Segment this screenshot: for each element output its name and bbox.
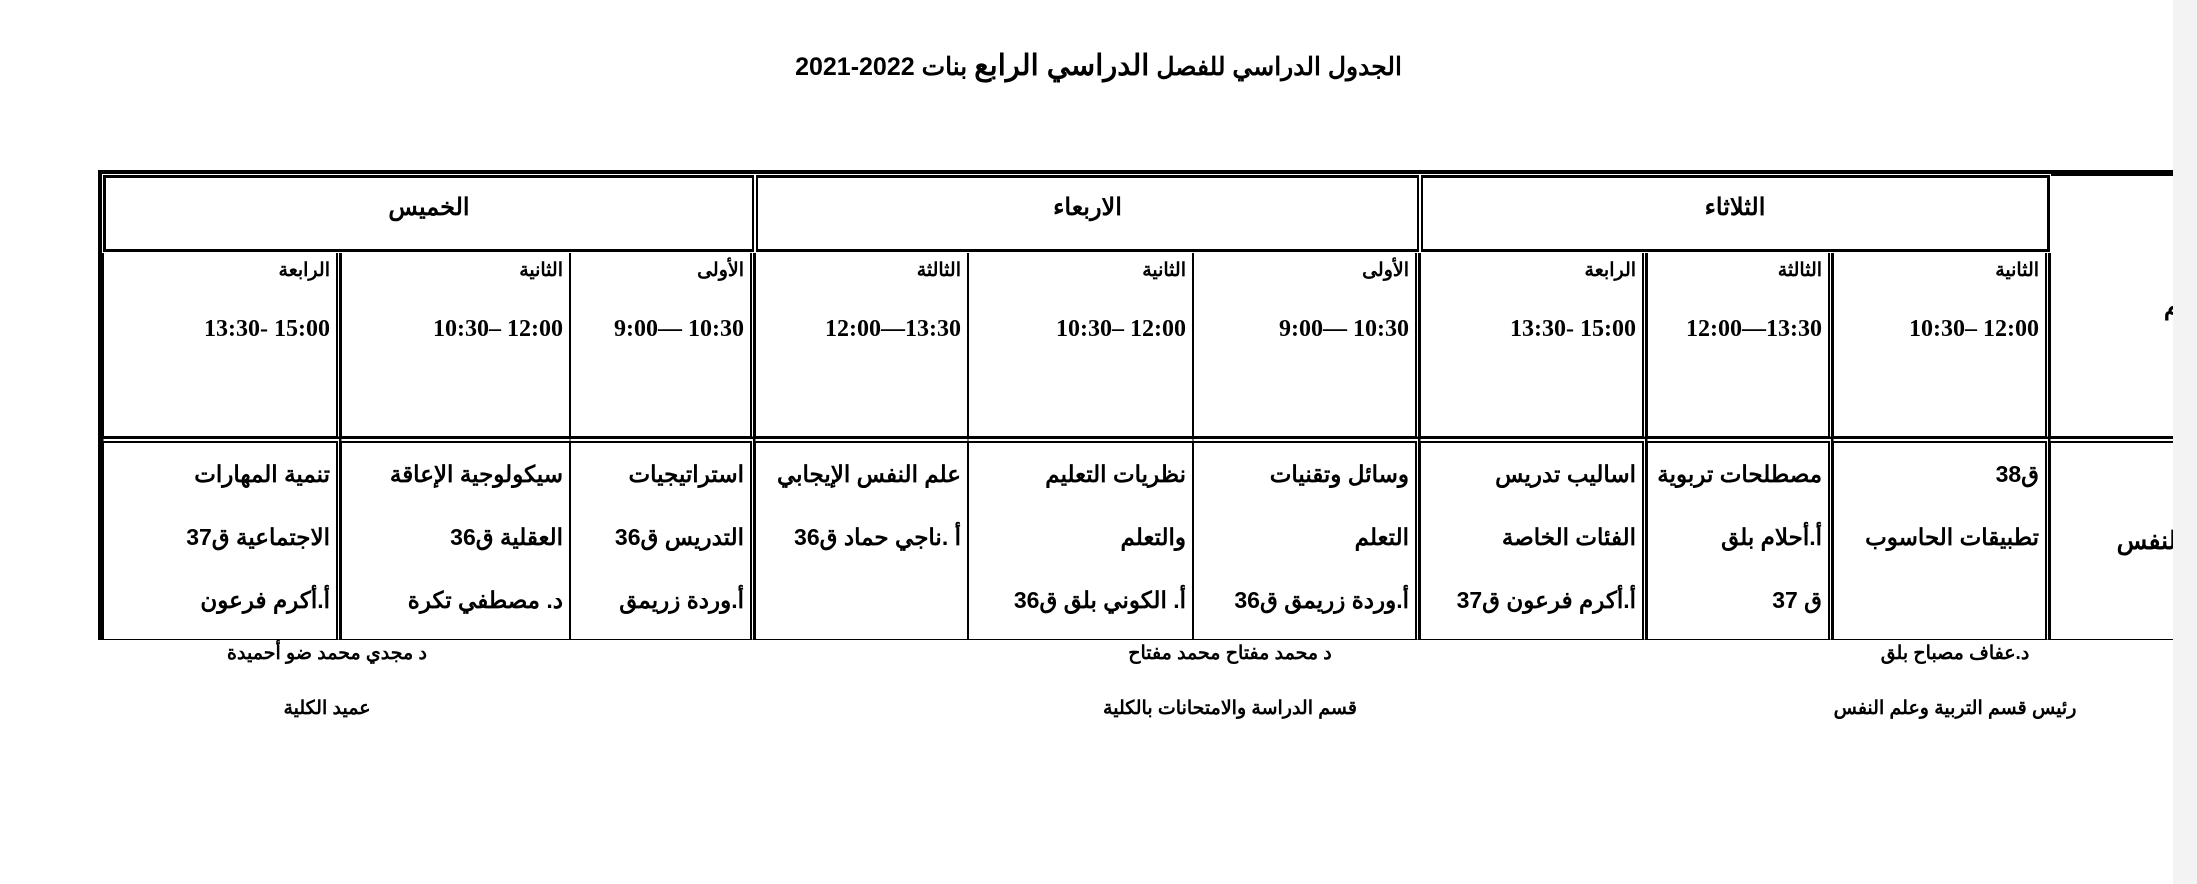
- cell-text: استراتيجيات: [628, 461, 744, 487]
- cell-text: ق 37: [1772, 587, 1823, 613]
- day-header-row: القسم الثلاثاء الاربعاء الخميس: [102, 174, 2173, 437]
- period-cell: الثالثة 12:00—13:30: [1647, 252, 1834, 437]
- cell-text: نظريات التعليم: [1045, 461, 1186, 487]
- day-header-wednesday: الاربعاء: [754, 174, 1421, 253]
- cell-text: 9:00— 10:30: [614, 316, 744, 342]
- course-cell: تنمية المهارات الاجتماعية ق37 أ.أكرم فرعون: [103, 437, 341, 640]
- signature-role-dean: عميد الكلية: [283, 698, 371, 719]
- cell-text: د. مصطفي تكرة: [407, 587, 563, 613]
- cell-text: الأولى: [697, 260, 744, 281]
- cell-text: الثانية: [1995, 260, 2040, 281]
- cell-text: الاجتماعية ق37: [186, 524, 330, 550]
- cell-text: تطبيقات الحاسوب: [1865, 524, 2040, 550]
- day-header-thursday: الخميس: [102, 174, 756, 253]
- cell-text: 13:30- 15:00: [1510, 316, 1637, 342]
- cell-text: علم النفس الإيجابي: [776, 461, 961, 487]
- cell-text: 9:00— 10:30: [1279, 316, 1409, 342]
- period-cell: الأولى 9:00— 10:30: [1193, 252, 1420, 437]
- title-part-3: بنات 2022-2021: [795, 53, 968, 81]
- period-cell: الرابعة 13:30- 15:00: [103, 252, 341, 437]
- signature-role-exams: قسم الدراسة والامتحانات بالكلية: [1103, 698, 1357, 719]
- period-cell: الثالثة 12:00—13:30: [755, 252, 968, 437]
- cell-text: أ.أكرم فرعون ق37: [1456, 587, 1637, 613]
- cell-text: الفئات الخاصة: [1501, 524, 1637, 550]
- cell-text: أ.أحلام بلق: [1721, 524, 1823, 550]
- schedule-table-wrapper: القسم الثلاثاء الاربعاء الخميس الثانية 10…: [98, 170, 2173, 640]
- period-cell: الرابعة 13:30- 15:00: [1420, 252, 1648, 437]
- side-scroll-strip[interactable]: [2173, 0, 2197, 884]
- cell-text: 10:30– 12:00: [1909, 316, 2040, 342]
- cell-text: الثالثة: [1777, 260, 1823, 281]
- signature-role-department-head: رئيس قسم التربية وعلم النفس: [1833, 698, 2077, 719]
- cell-text: اساليب تدريس: [1495, 461, 1637, 487]
- cell-text: تنمية المهارات: [194, 461, 330, 487]
- signature-name-dean: د مجدي محمد ضو أحميدة: [227, 643, 427, 664]
- cell-text: أ.أكرم فرعون: [200, 587, 330, 613]
- cell-text: 12:00—13:30: [1686, 316, 1823, 342]
- cell-text: الثلاثاء: [1704, 194, 1766, 221]
- cell-text: العقلية ق36: [450, 524, 563, 550]
- period-cell: الثانية 10:30– 12:00: [968, 252, 1193, 437]
- cell-text: 13:30- 15:00: [204, 316, 330, 342]
- cell-text: والتعلم: [1120, 524, 1186, 550]
- cell-text: 12:00—13:30: [825, 316, 961, 342]
- cell-text: أ.وردة زريمق ق36: [1234, 587, 1409, 613]
- course-cell: استراتيجيات التدريس ق36 أ.وردة زريمق: [570, 437, 755, 640]
- course-cell: اساليب تدريس الفئات الخاصة أ.أكرم فرعون ق3…: [1420, 437, 1648, 640]
- cell-text: أ .ناجي حماد ق36: [794, 524, 961, 550]
- period-cell: الثانية 10:30– 12:00: [341, 252, 570, 437]
- cell-text: مصطلحات تربوية: [1657, 461, 1823, 487]
- cell-text: علم النفس: [2116, 527, 2173, 555]
- page-title: الجدول الدراسي للفصل الدراسي الرابع بنات…: [0, 48, 2197, 83]
- department-row: علم النفس ق38 تطبيقات الحاسوب مصطلحات ترب…: [103, 437, 2173, 640]
- cell-text: أ.وردة زريمق: [619, 587, 744, 613]
- title-part-1: الجدول الدراسي للفصل: [1156, 53, 1402, 81]
- cell-text: الاربعاء: [1053, 194, 1122, 221]
- course-cell: علم النفس الإيجابي أ .ناجي حماد ق36: [755, 437, 968, 640]
- course-cell: ق38 تطبيقات الحاسوب: [1833, 437, 2051, 640]
- cell-text: التعلم: [1354, 524, 1409, 550]
- course-cell: وسائل وتقنيات التعلم أ.وردة زريمق ق36: [1193, 437, 1420, 640]
- qism-header: القسم: [2163, 292, 2173, 320]
- cell-text: الرابعة: [1584, 260, 1637, 281]
- cell-text: وسائل وتقنيات: [1269, 461, 1409, 487]
- course-cell: مصطلحات تربوية أ.أحلام بلق ق 37: [1647, 437, 1834, 640]
- cell-text: الرابعة: [278, 260, 330, 281]
- cell-text: ق38: [1995, 461, 2040, 487]
- cell-text: 10:30– 12:00: [433, 316, 563, 342]
- day-header-tuesday: الثلاثاء: [1418, 174, 2052, 253]
- cell-text: التدريس ق36: [614, 524, 744, 550]
- cell-text: الثالثة: [916, 260, 961, 281]
- period-row: الثانية 10:30– 12:00 الثالثة 12:00—13:30 ا…: [103, 252, 2173, 437]
- course-cell: نظريات التعليم والتعلم أ. الكوني بلق ق36: [968, 437, 1193, 640]
- department-cell: علم النفس: [2050, 437, 2173, 640]
- signature-name-department-head: د.عفاف مصباح بلق: [1880, 643, 2030, 664]
- cell-text: الأولى: [1362, 260, 1409, 281]
- schedule-table: القسم الثلاثاء الاربعاء الخميس الثانية 10…: [98, 170, 2173, 640]
- qism-header-cell: القسم: [2050, 175, 2173, 437]
- cell-text: 10:30– 12:00: [1056, 316, 1186, 342]
- signature-name-exams: د محمد مفتاح محمد مفتاح: [1128, 643, 1332, 664]
- cell-text: الثانية: [519, 260, 563, 281]
- cell-text: الثانية: [1142, 260, 1186, 281]
- title-part-2: الدراسي الرابع: [974, 50, 1150, 82]
- period-cell: الأولى 9:00— 10:30: [570, 252, 755, 437]
- cell-text: أ. الكوني بلق ق36: [1013, 587, 1186, 613]
- course-cell: سيكولوجية الإعاقة العقلية ق36 د. مصطفي تكر…: [341, 437, 570, 640]
- cell-text: الخميس: [388, 194, 470, 221]
- cell-text: سيكولوجية الإعاقة: [389, 461, 563, 487]
- period-cell: الثانية 10:30– 12:00: [1833, 252, 2051, 437]
